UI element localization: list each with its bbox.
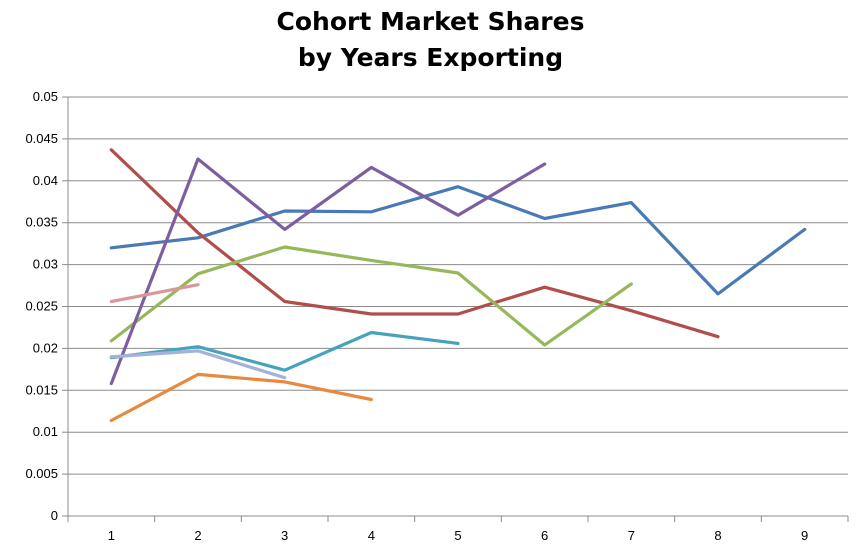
x-tick-label: 1: [108, 528, 115, 543]
y-tick-label: 0.04: [33, 173, 58, 188]
series-line-6: [109, 372, 373, 423]
series-line-3: [109, 245, 633, 347]
series-line-7: [109, 349, 287, 380]
y-tick-label: 0.01: [33, 424, 58, 439]
y-tick-label: 0.02: [33, 340, 58, 355]
y-tick-label: 0.03: [33, 257, 58, 272]
x-tick-label: 3: [281, 528, 288, 543]
chart-title: Cohort Market Shares by Years Exporting: [0, 4, 861, 76]
y-tick-label: 0.035: [25, 215, 58, 230]
series-line-1: [109, 185, 807, 296]
chart-title-line-1: Cohort Market Shares: [276, 7, 585, 36]
x-tick-label: 7: [628, 528, 635, 543]
series-line-4: [109, 157, 547, 386]
y-tick-label: 0.005: [25, 466, 58, 481]
y-tick-label: 0.05: [33, 89, 58, 104]
y-tick-label: 0.045: [25, 131, 58, 146]
x-tick-label: 8: [714, 528, 721, 543]
series-line-2: [109, 148, 720, 339]
x-tick-label: 6: [541, 528, 548, 543]
series-line-5: [109, 330, 460, 372]
y-tick-label: 0: [51, 508, 58, 523]
y-tick-label: 0.015: [25, 382, 58, 397]
series-line-8: [109, 283, 200, 304]
y-tick-label: 0.025: [25, 299, 58, 314]
x-tick-label: 5: [454, 528, 461, 543]
x-tick-label: 9: [801, 528, 808, 543]
x-tick-label: 4: [368, 528, 375, 543]
x-tick-label: 2: [194, 528, 201, 543]
chart-title-line-2: by Years Exporting: [297, 43, 564, 72]
